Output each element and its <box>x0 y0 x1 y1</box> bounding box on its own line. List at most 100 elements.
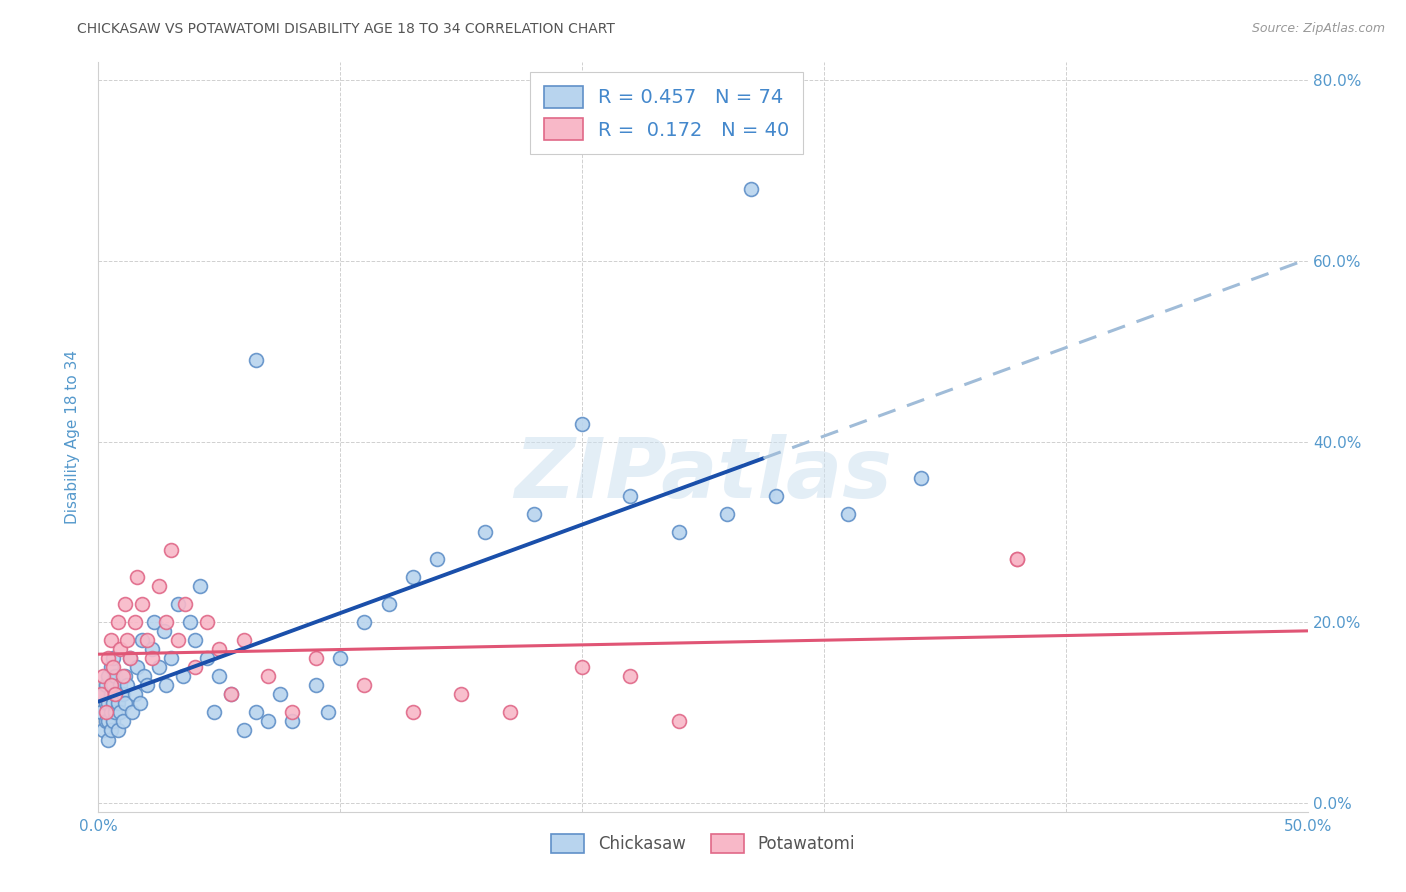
Point <box>305 678 328 692</box>
Point <box>104 687 127 701</box>
Point <box>148 660 170 674</box>
Point <box>167 597 190 611</box>
Point <box>117 678 139 692</box>
Point <box>104 687 127 701</box>
Point <box>179 615 201 629</box>
Point <box>668 524 690 539</box>
Point <box>90 687 112 701</box>
Point <box>141 651 163 665</box>
Point <box>94 706 117 720</box>
Point <box>107 615 129 629</box>
Point <box>450 687 472 701</box>
Point <box>167 633 190 648</box>
Point <box>174 597 197 611</box>
Point <box>121 706 143 720</box>
Point <box>134 669 156 683</box>
Point <box>716 507 738 521</box>
Point <box>152 624 174 639</box>
Point <box>1007 552 1029 566</box>
Point <box>402 570 425 584</box>
Point <box>100 678 122 692</box>
Point <box>127 570 149 584</box>
Point <box>353 615 375 629</box>
Point <box>232 723 254 738</box>
Point <box>135 633 157 648</box>
Point <box>107 697 129 711</box>
Point <box>101 714 124 729</box>
Point <box>114 669 136 683</box>
Point <box>402 706 425 720</box>
Point <box>245 353 267 368</box>
Point <box>148 579 170 593</box>
Point <box>97 714 120 729</box>
Point <box>208 642 231 657</box>
Point <box>172 669 194 683</box>
Point <box>114 597 136 611</box>
Point <box>117 633 139 648</box>
Point <box>124 687 146 701</box>
Point <box>155 678 177 692</box>
Point <box>188 579 211 593</box>
Point <box>100 660 122 674</box>
Point <box>124 615 146 629</box>
Point <box>160 543 183 558</box>
Point <box>329 651 352 665</box>
Legend: Chickasaw, Potawatomi: Chickasaw, Potawatomi <box>544 827 862 860</box>
Point <box>91 687 114 701</box>
Point <box>131 633 153 648</box>
Point <box>108 706 131 720</box>
Point <box>91 669 114 683</box>
Point <box>143 615 166 629</box>
Point <box>94 697 117 711</box>
Point <box>316 706 339 720</box>
Point <box>94 678 117 692</box>
Point <box>108 642 131 657</box>
Point <box>269 687 291 701</box>
Point <box>101 678 124 692</box>
Point <box>108 678 131 692</box>
Point <box>97 651 120 665</box>
Point <box>221 687 243 701</box>
Point <box>498 706 520 720</box>
Text: ZIPatlas: ZIPatlas <box>515 434 891 515</box>
Point <box>426 552 449 566</box>
Point <box>141 642 163 657</box>
Point <box>377 597 399 611</box>
Point <box>101 697 124 711</box>
Point <box>111 714 134 729</box>
Point <box>740 182 762 196</box>
Point <box>111 687 134 701</box>
Point <box>100 687 122 701</box>
Point <box>910 471 932 485</box>
Point <box>1007 552 1029 566</box>
Point <box>101 651 124 665</box>
Point <box>281 714 304 729</box>
Text: Source: ZipAtlas.com: Source: ZipAtlas.com <box>1251 22 1385 36</box>
Point <box>104 706 127 720</box>
Point <box>221 687 243 701</box>
Point <box>107 723 129 738</box>
Point <box>114 697 136 711</box>
Point <box>353 678 375 692</box>
Text: CHICKASAW VS POTAWATOMI DISABILITY AGE 18 TO 34 CORRELATION CHART: CHICKASAW VS POTAWATOMI DISABILITY AGE 1… <box>77 22 616 37</box>
Point <box>97 697 120 711</box>
Point <box>118 651 141 665</box>
Point <box>245 706 267 720</box>
Point <box>619 669 641 683</box>
Point <box>90 706 112 720</box>
Y-axis label: Disability Age 18 to 34: Disability Age 18 to 34 <box>65 350 80 524</box>
Point <box>195 615 218 629</box>
Point <box>765 489 787 503</box>
Point <box>474 524 496 539</box>
Point <box>94 714 117 729</box>
Point <box>256 714 278 729</box>
Point <box>184 633 207 648</box>
Point <box>127 660 149 674</box>
Point <box>104 669 127 683</box>
Point <box>204 706 226 720</box>
Point <box>91 723 114 738</box>
Point <box>619 489 641 503</box>
Point <box>100 723 122 738</box>
Point <box>131 597 153 611</box>
Point <box>97 732 120 747</box>
